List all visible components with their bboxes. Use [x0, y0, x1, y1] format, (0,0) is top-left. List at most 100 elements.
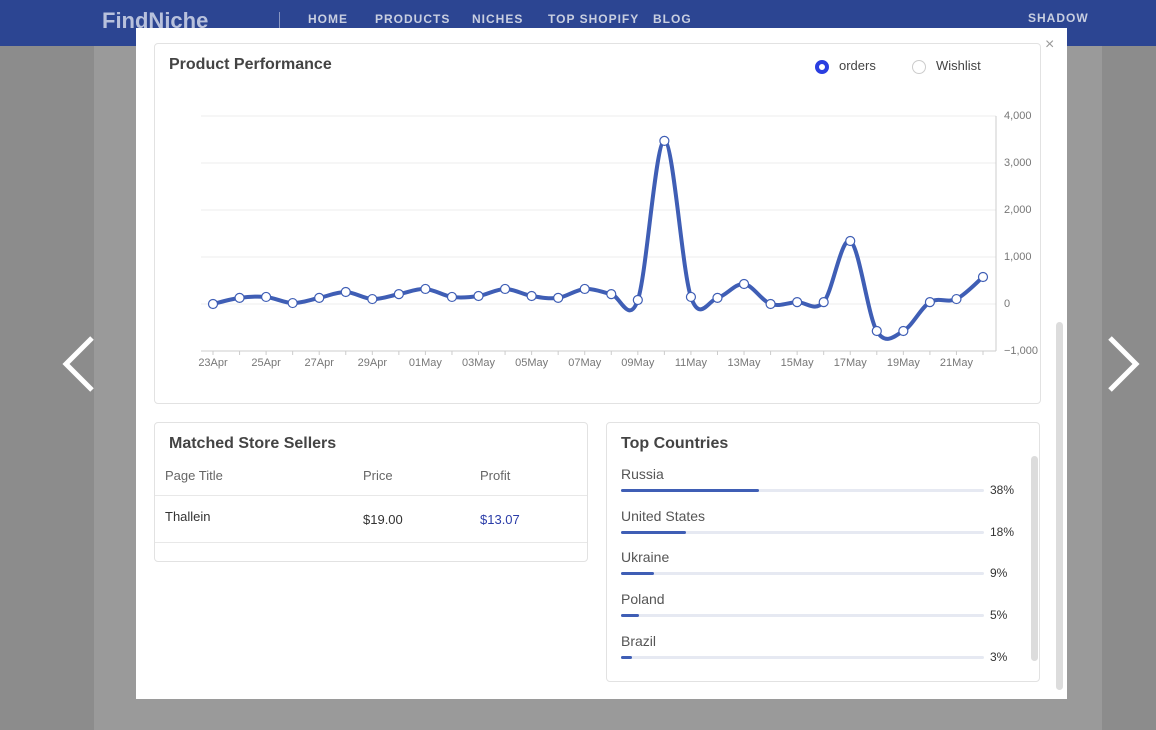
point: [712, 292, 723, 303]
line: [212, 138, 985, 341]
point: [951, 293, 962, 305]
nav-link[interactable]: NICHES: [472, 12, 524, 26]
point: [685, 291, 697, 303]
divider: [155, 542, 587, 543]
point: [393, 289, 404, 300]
point: [845, 235, 856, 247]
point: [367, 293, 378, 305]
close-button[interactable]: ×: [1045, 36, 1055, 53]
panel-title: Product Performance: [169, 56, 332, 73]
chart: 4,000 3,000 2,000 1,000 0 −1,000 23Apr 25Apr 27A…: [198, 110, 1038, 369]
bar-track: [621, 489, 984, 492]
radio-button[interactable]: [815, 60, 829, 74]
x-tick-label: 11May: [675, 357, 708, 369]
performance-panel: Product Performance 4,000 3,000 2,000 1,000…: [154, 43, 1041, 404]
y-tick-label: 1,000: [1004, 251, 1032, 263]
table-cell: $19.00: [363, 512, 403, 527]
x-tick-label: 09May: [621, 357, 655, 369]
scrollbar: [1056, 322, 1063, 690]
radio-button[interactable]: [912, 60, 926, 74]
x-tick-label: 21May: [940, 357, 974, 369]
prev-arrow[interactable]: [60, 330, 100, 400]
countries-panel: Top Countries Russia 38% United States 18% U…: [606, 422, 1040, 682]
user-menu[interactable]: SHADOW: [1028, 11, 1089, 25]
radio-label[interactable]: Wishlist: [936, 58, 981, 73]
x-tick-label: 29Apr: [358, 357, 388, 369]
point: [234, 292, 245, 303]
scrollbar: [1031, 456, 1038, 661]
x-tick-label: 25Apr: [251, 357, 281, 369]
table-header: Page Title: [165, 468, 223, 483]
divider: [155, 495, 587, 496]
x-tick-label: 23Apr: [198, 357, 228, 369]
nav-link[interactable]: HOME: [308, 12, 348, 26]
panel-title: Top Countries: [621, 435, 729, 452]
x-tick-label: 27Apr: [305, 357, 335, 369]
next-arrow[interactable]: [1102, 330, 1142, 400]
country-name: United States: [621, 507, 706, 524]
x-tick-label: 07May: [568, 357, 602, 369]
point: [818, 297, 829, 308]
point: [738, 278, 750, 290]
x-tick-label: 13May: [728, 357, 762, 369]
point: [207, 298, 219, 310]
bar: [621, 530, 687, 534]
point: [499, 283, 511, 295]
bar-track: [621, 530, 984, 534]
x-tick-label: 19May: [887, 357, 921, 369]
nav-link[interactable]: TOP SHOPIFY: [548, 12, 640, 26]
point: [314, 292, 325, 303]
point: [977, 271, 989, 283]
country-name: Brazil: [621, 632, 657, 649]
value-label: 9%: [990, 566, 1008, 581]
point: [261, 291, 272, 303]
value-label: 38%: [990, 483, 1015, 497]
table-header: Price: [363, 468, 393, 483]
bar: [621, 655, 632, 659]
point: [446, 291, 458, 303]
point: [473, 290, 484, 302]
y-tick-label: −1,000: [1004, 345, 1038, 357]
point: [632, 294, 643, 306]
radio-label[interactable]: orders: [839, 58, 876, 73]
divider: [279, 12, 280, 32]
nav-link[interactable]: BLOG: [653, 12, 692, 26]
y-tick-label: 2,000: [1004, 204, 1032, 216]
point: [420, 283, 431, 295]
point: [553, 292, 564, 303]
point: [659, 135, 670, 147]
country-name: Russia: [621, 466, 664, 482]
point: [792, 297, 803, 308]
point: [765, 298, 776, 310]
x-tick-label: 15May: [781, 357, 815, 369]
value-label: 5%: [990, 608, 1008, 623]
bar: [621, 614, 640, 618]
point: [871, 325, 882, 337]
point: [579, 283, 590, 295]
table-cell: Thallein: [165, 509, 211, 524]
y-tick-label: 0: [1004, 298, 1010, 310]
bar: [621, 572, 654, 576]
point: [898, 325, 909, 337]
nav-link[interactable]: PRODUCTS: [375, 12, 451, 26]
x-tick-label: 17May: [834, 357, 868, 369]
point: [924, 297, 935, 308]
panel-title: Matched Store Sellers: [169, 435, 337, 452]
value-label: 3%: [990, 649, 1008, 664]
bar-track: [621, 614, 984, 618]
x-tick-label: 01May: [409, 357, 443, 369]
point: [526, 290, 537, 302]
country-name: Poland: [621, 591, 665, 608]
bar-track: [621, 655, 984, 659]
point: [287, 297, 298, 309]
table-header: Profit: [480, 468, 511, 483]
table-cell: $13.07: [480, 512, 520, 527]
bar-track: [621, 572, 984, 576]
point: [606, 289, 617, 300]
x-tick-label: 03May: [462, 357, 496, 369]
y-tick-label: 4,000: [1004, 110, 1032, 122]
y-tick-label: 3,000: [1004, 157, 1032, 169]
country-name: Ukraine: [621, 549, 670, 566]
point: [340, 286, 351, 298]
